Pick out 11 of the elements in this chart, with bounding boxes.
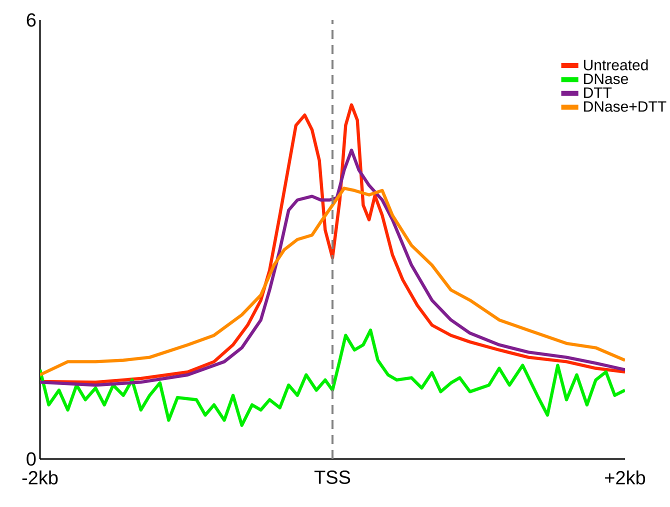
y-tick-label: 0	[26, 452, 36, 466]
legend-label: DNase+DTT	[584, 101, 666, 112]
legend-label: Untreated	[584, 59, 648, 70]
legend-label: DNase	[584, 74, 628, 84]
y-tick-label: 6	[26, 13, 36, 27]
x-tick-label: -2kb	[22, 470, 58, 484]
line-series	[40, 328, 626, 427]
legend-label: DTT	[584, 88, 612, 98]
x-tick-label: TSS	[314, 470, 350, 484]
x-tick-label: +2kb	[605, 470, 646, 484]
line-series	[40, 148, 626, 387]
